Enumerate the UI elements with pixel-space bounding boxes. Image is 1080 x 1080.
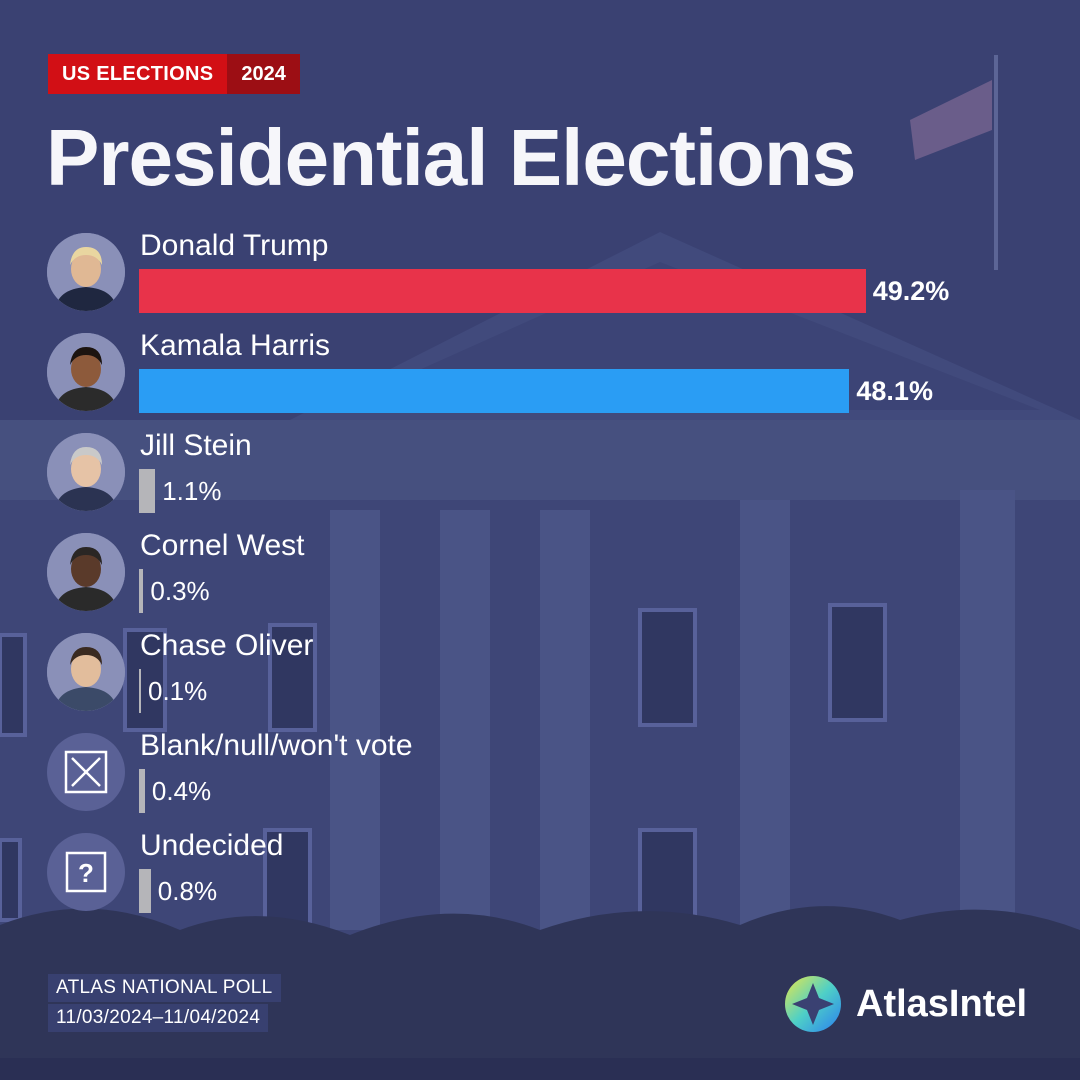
candidate-avatar	[47, 333, 125, 411]
result-percentage: 0.1%	[148, 676, 208, 706]
result-bar	[139, 869, 151, 913]
result-percentage: 0.3%	[150, 576, 210, 606]
candidate-row: Chase Oliver 0.1%	[0, 629, 1000, 723]
tag-us-elections: US ELECTIONS	[48, 54, 228, 94]
candidate-avatar	[47, 533, 125, 611]
result-percentage: 49.2%	[872, 276, 950, 306]
candidate-row: Jill Stein 1.1%	[0, 429, 1000, 523]
result-bar	[139, 569, 144, 613]
result-percentage: 0.4%	[151, 776, 212, 806]
candidate-name: Donald Trump	[140, 229, 329, 262]
source-dates: 11/03/2024–11/04/2024	[48, 1004, 269, 1032]
svg-text:?: ?	[78, 858, 94, 888]
result-bar	[139, 369, 850, 413]
candidate-row: ? Undecided 0.8%	[0, 829, 1000, 923]
candidate-avatar	[47, 633, 125, 711]
result-percentage: 0.8%	[157, 876, 218, 906]
candidate-name: Kamala Harris	[140, 329, 331, 362]
candidate-row: Blank/null/won't vote 0.4%	[0, 729, 1000, 823]
candidate-name: Cornel West	[140, 529, 305, 562]
result-bar	[139, 669, 141, 713]
section-tag: US ELECTIONS 2024	[48, 54, 300, 94]
candidate-row: Cornel West 0.3%	[0, 529, 1000, 623]
result-bar	[139, 769, 145, 813]
source-title: ATLAS NATIONAL POLL	[48, 974, 281, 1002]
candidate-name: Blank/null/won't vote	[140, 729, 413, 762]
atlasintel-logo-icon	[785, 976, 841, 1032]
undecided-icon: ?	[47, 833, 125, 911]
result-percentage: 48.1%	[856, 376, 933, 406]
candidate-avatar	[47, 433, 125, 511]
page-title: Presidential Elections	[46, 113, 856, 202]
tag-year: 2024	[227, 54, 300, 94]
candidate-row: Kamala Harris 48.1%	[0, 329, 1000, 423]
candidate-name: Jill Stein	[140, 429, 252, 462]
bottom-strip	[0, 1058, 1080, 1080]
candidate-name: Undecided	[140, 829, 284, 862]
result-bar	[139, 269, 866, 313]
candidate-row: Donald Trump 49.2%	[0, 229, 1000, 323]
result-bar	[139, 469, 156, 513]
result-percentage: 1.1%	[162, 476, 222, 506]
brand-logo: AtlasIntel	[784, 975, 1027, 1033]
blank-vote-icon	[47, 733, 125, 811]
candidate-name: Chase Oliver	[140, 629, 314, 662]
source-note: ATLAS NATIONAL POLL 11/03/2024–11/04/202…	[48, 974, 281, 1034]
candidate-avatar	[47, 233, 125, 311]
brand-name: AtlasIntel	[856, 982, 1028, 1025]
